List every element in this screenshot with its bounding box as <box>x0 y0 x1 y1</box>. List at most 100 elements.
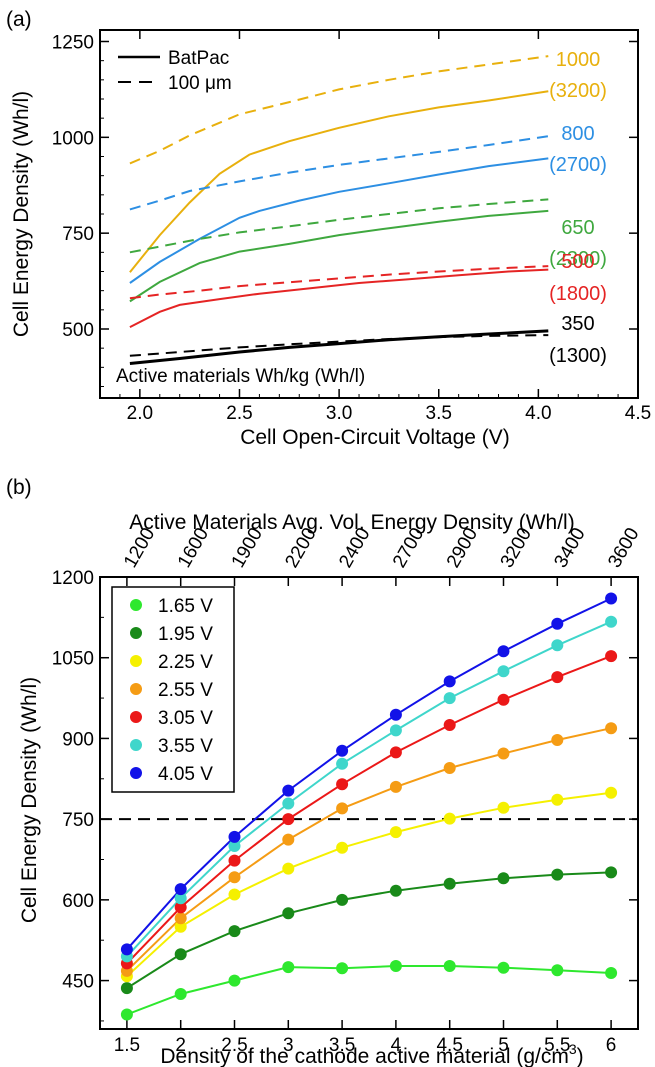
legend-marker <box>130 655 142 667</box>
data-point <box>497 747 510 760</box>
series-500-dashed-line <box>129 265 549 300</box>
panel-b-xtick-label: 4 <box>391 1035 402 1056</box>
data-point <box>228 871 241 884</box>
data-point <box>282 784 295 797</box>
data-point <box>174 948 187 961</box>
panel-a-xtick-label: 3.0 <box>326 403 352 424</box>
panel-a-xtick-label: 4.5 <box>625 403 651 424</box>
legend-dashed-label: 100 μm <box>168 73 232 94</box>
data-point <box>174 988 187 1000</box>
data-point <box>497 961 510 974</box>
data-point <box>605 967 618 979</box>
panel-b-ylabel: Cell Energy Density (Wh/l) <box>18 677 41 923</box>
data-point <box>551 639 564 652</box>
panel-b-top-xlabel: Active Materials Avg. Vol. Energy Densit… <box>129 511 574 534</box>
data-point <box>336 962 349 975</box>
panel-b-label: (b) <box>6 476 32 499</box>
series-label-bottom: (1800) <box>549 283 607 305</box>
series-800-solid-line <box>129 157 549 284</box>
data-point <box>120 1008 133 1021</box>
legend-label: 1.65 V <box>158 596 213 617</box>
panel-a-annotation: Active materials Wh/kg (Wh/l) <box>116 366 365 387</box>
legend-marker <box>130 683 142 695</box>
data-point <box>174 920 187 933</box>
data-point <box>336 757 349 770</box>
data-point <box>497 665 510 678</box>
panel-a-legend: BatPac 100 μm <box>118 48 232 94</box>
panel-a-ticks: 2.0 2.5 3.0 3.5 4.0 4.5 500 750 1000 1250 <box>52 30 651 424</box>
data-point <box>551 964 564 977</box>
data-point <box>389 724 402 737</box>
series-label-top: 500 <box>561 251 594 273</box>
data-point <box>443 692 456 705</box>
panel-b-xlabel: Density of the cathode active material (… <box>160 1041 583 1067</box>
data-point <box>605 722 618 735</box>
legend-marker <box>130 627 142 639</box>
series-1000-solid-line <box>129 90 549 273</box>
panel-a-xtick-label: 4.0 <box>525 403 551 424</box>
data-point <box>282 813 295 826</box>
series-label-bottom: (3200) <box>549 80 607 102</box>
data-point <box>282 862 295 875</box>
data-point <box>551 734 564 746</box>
panel-a-label: (a) <box>6 8 32 31</box>
series-label-bottom: (1300) <box>549 345 607 367</box>
panel-a-ytick-label: 1250 <box>52 33 94 54</box>
data-point <box>389 780 402 793</box>
panel-b-xlabel-sup: 3 <box>569 1041 577 1057</box>
panel-a-lines <box>129 55 549 365</box>
series-label-top: 650 <box>561 217 594 239</box>
data-point <box>605 592 618 605</box>
legend-marker <box>130 711 142 723</box>
panel-a-xtick-label: 2.5 <box>226 403 252 424</box>
data-point <box>228 974 241 987</box>
data-point <box>282 797 295 810</box>
data-point <box>336 841 349 854</box>
series-1000-dashed-line <box>129 55 549 165</box>
legend-label: 3.55 V <box>158 736 213 757</box>
panel-a-ytick-label: 750 <box>62 224 94 245</box>
data-point <box>336 778 349 791</box>
panel-b-ytick-label: 1050 <box>52 649 94 670</box>
panel-a-ytick-label: 500 <box>62 320 94 341</box>
series-line-165 <box>126 965 612 1016</box>
data-point <box>174 892 187 905</box>
panel-b-xtick-label: 3 <box>283 1035 294 1056</box>
panel-b-top-tick-label: 3600 <box>604 524 643 571</box>
panel-a-ylabel: Cell Energy Density (Wh/l) <box>10 91 33 337</box>
series-350-dashed-line <box>129 334 549 357</box>
data-point <box>551 793 564 806</box>
series-line-255 <box>126 727 612 972</box>
data-point <box>551 617 564 630</box>
data-point <box>443 960 456 972</box>
data-point <box>443 675 456 688</box>
series-label-top: 800 <box>561 123 594 145</box>
data-point <box>389 746 402 759</box>
series-label-top: 1000 <box>556 49 601 71</box>
data-point <box>336 893 349 906</box>
panel-b-xtick-label: 1.5 <box>114 1035 140 1056</box>
panel-b-xtick-label: 5 <box>498 1035 509 1056</box>
panel-b-ytick-label: 1200 <box>52 568 94 589</box>
data-point <box>228 830 241 843</box>
series-line-405 <box>126 597 612 951</box>
series-650-dashed-line <box>129 198 549 254</box>
legend-label: 2.25 V <box>158 652 213 673</box>
panel-b-xtick-label: 3.5 <box>329 1035 355 1056</box>
panel-b-xlabel-end: ) <box>577 1045 584 1067</box>
panel-a-xlabel: Cell Open-Circuit Voltage (V) <box>240 426 510 449</box>
legend-label: 2.55 V <box>158 680 213 701</box>
data-point <box>174 901 187 914</box>
panel-b-legend: 1.65 V 1.95 V 2.25 V 2.55 V 3.05 V 3.55 V 4.05… <box>130 596 213 785</box>
data-point <box>282 833 295 846</box>
panel-b-xlabel-main: Density of the cathode active material (… <box>160 1045 569 1067</box>
legend-marker <box>130 599 142 611</box>
legend-label: 4.05 V <box>158 764 213 785</box>
series-line-225 <box>126 791 612 978</box>
data-point <box>174 883 187 896</box>
panel-a-chart: (a) 2.0 2.5 3.0 3.5 4.0 4.5 500 750 1000 1250 100… <box>6 8 651 449</box>
panel-b-xtick-label: 6 <box>606 1035 617 1056</box>
panel-b-xtick-label: 2.5 <box>221 1035 247 1056</box>
panel-b-lines <box>126 597 612 1016</box>
data-point <box>228 925 241 938</box>
